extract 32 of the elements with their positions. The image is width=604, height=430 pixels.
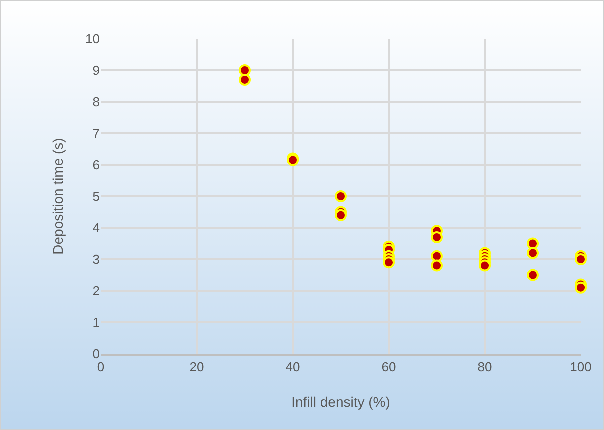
y-tick-label: 4 bbox=[92, 220, 100, 236]
point bbox=[575, 254, 587, 266]
y-tick-label: 6 bbox=[92, 158, 100, 173]
y-tick-label: 8 bbox=[92, 94, 100, 110]
y-tick-label: 1 bbox=[92, 315, 100, 330]
point bbox=[431, 250, 443, 262]
y-tick-label: 3 bbox=[92, 252, 100, 268]
y-tick-label: 7 bbox=[92, 126, 100, 142]
point bbox=[479, 260, 491, 272]
y-tick-label: 0 bbox=[92, 346, 100, 362]
point bbox=[239, 74, 251, 86]
y-tick-label: 5 bbox=[92, 189, 100, 204]
x-axis-title: Infill density (%) bbox=[292, 394, 390, 410]
y-tick-label: 2 bbox=[92, 284, 100, 299]
point bbox=[575, 282, 587, 294]
y-tick-label: 9 bbox=[92, 63, 100, 78]
x-tick-label: 100 bbox=[570, 360, 592, 375]
point bbox=[527, 247, 539, 260]
point bbox=[383, 256, 395, 269]
point bbox=[335, 209, 347, 222]
y-tick-label: 10 bbox=[86, 32, 100, 47]
y-axis-title: Deposition time (s) bbox=[50, 138, 66, 255]
point bbox=[431, 260, 443, 272]
point bbox=[527, 238, 539, 250]
point bbox=[239, 64, 251, 76]
point bbox=[335, 190, 347, 202]
x-tick-label: 40 bbox=[286, 360, 300, 375]
x-tick-label: 20 bbox=[190, 360, 204, 375]
point bbox=[431, 231, 443, 244]
point bbox=[527, 269, 539, 282]
x-tick-label: 80 bbox=[478, 360, 492, 375]
x-tick-label: 60 bbox=[382, 360, 396, 375]
